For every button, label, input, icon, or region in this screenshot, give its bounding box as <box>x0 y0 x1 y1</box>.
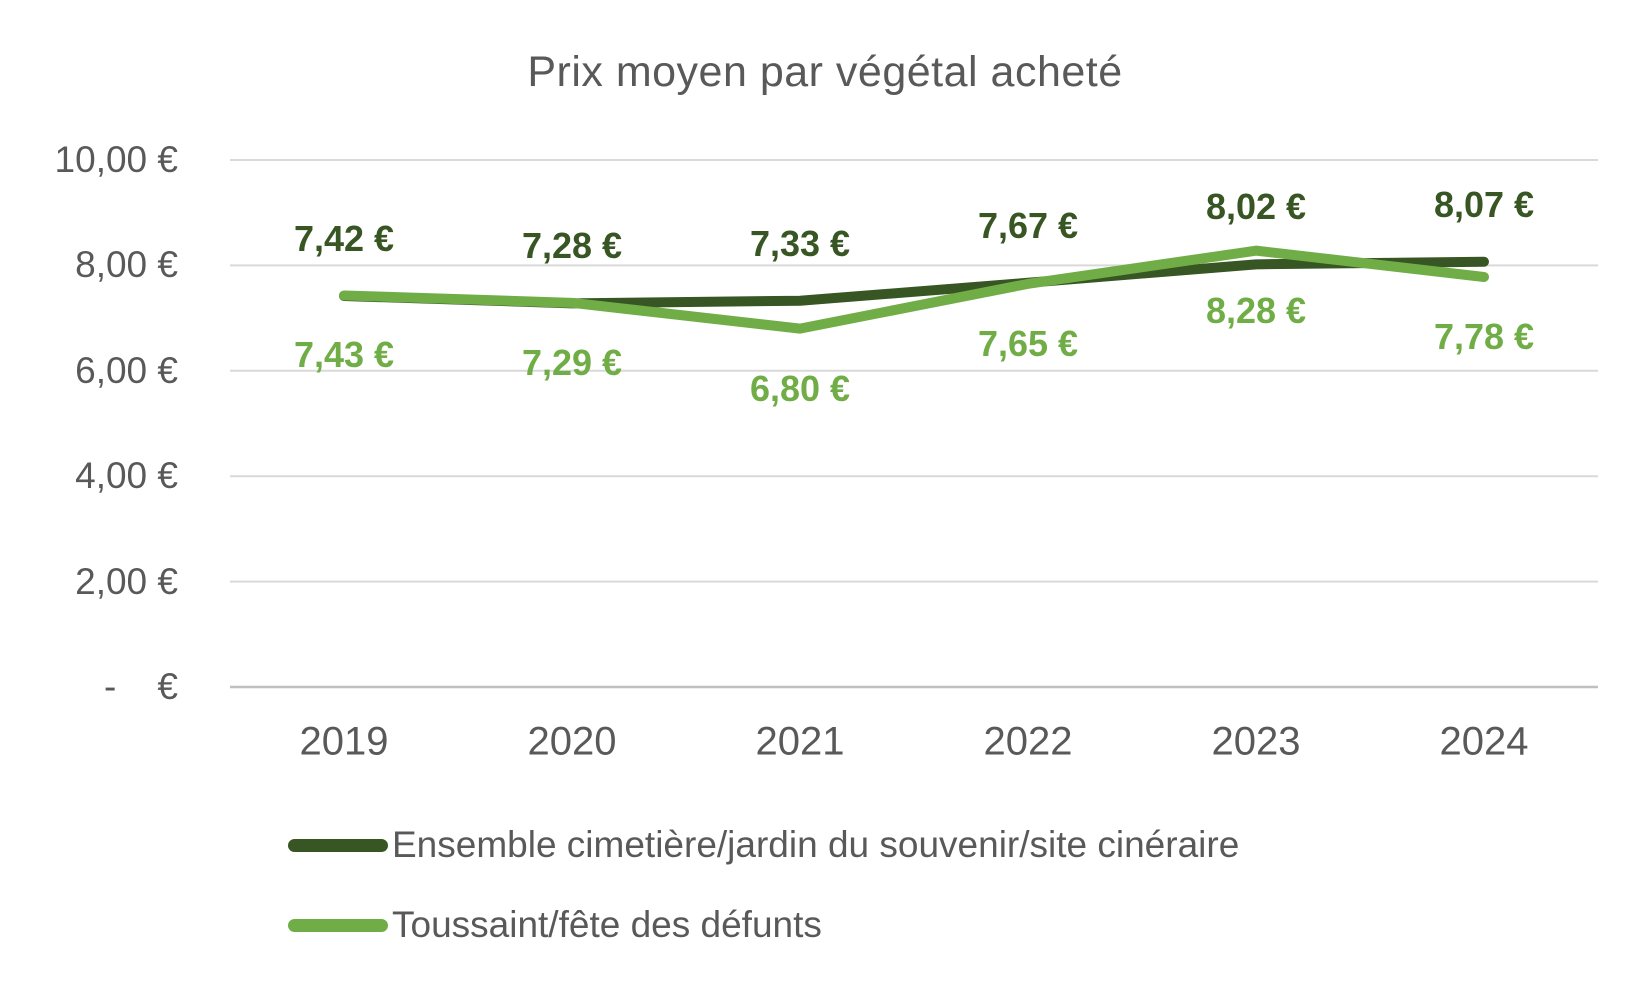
legend-item-toussaint[interactable]: Toussaint/fête des défunts <box>288 904 822 945</box>
x-tick-label: 2024 <box>1439 719 1529 764</box>
data-label: 8,28 € <box>1205 289 1307 331</box>
y-tick-label: 10,00 € <box>54 139 178 180</box>
data-label: 8,07 € <box>1433 183 1535 225</box>
y-tick-label: 8,00 € <box>75 244 178 286</box>
x-tick-label: 2023 <box>1211 719 1301 764</box>
data-label: 7,78 € <box>1433 315 1535 357</box>
x-tick-label: 2019 <box>299 719 389 764</box>
data-label: 7,43 € <box>293 334 395 376</box>
data-label: 7,28 € <box>521 225 623 267</box>
series-line-1[interactable] <box>339 245 1489 334</box>
legend-line-swatch-light-green <box>288 918 388 932</box>
y-tick-label: 2,00 € <box>75 560 178 602</box>
data-label: 6,80 € <box>749 367 851 409</box>
legend-item-label: Ensemble cimetière/jardin du souvenir/si… <box>392 824 1240 865</box>
legend-line-swatch-dark-green <box>288 838 388 852</box>
chart-title: Prix moyen par végétal acheté <box>527 48 1123 96</box>
data-label: 7,42 € <box>293 217 395 259</box>
legend-item-ensemble[interactable]: Ensemble cimetière/jardin du souvenir/si… <box>288 824 1240 865</box>
data-label: 7,67 € <box>977 204 1079 246</box>
x-tick-label: 2022 <box>983 719 1073 764</box>
x-tick-label: 2020 <box>527 719 617 764</box>
y-tick-label: 4,00 € <box>75 455 178 497</box>
data-label: 8,02 € <box>1205 186 1307 228</box>
y-tick-label: 6,00 € <box>75 349 178 391</box>
data-label: 7,65 € <box>977 322 1079 364</box>
data-label: 7,33 € <box>749 222 851 264</box>
legend-item-label: Toussaint/fête des défunts <box>392 904 822 945</box>
y-tick-label: - € <box>103 666 178 707</box>
x-tick-label: 2021 <box>755 719 845 764</box>
data-label: 7,29 € <box>521 341 623 383</box>
